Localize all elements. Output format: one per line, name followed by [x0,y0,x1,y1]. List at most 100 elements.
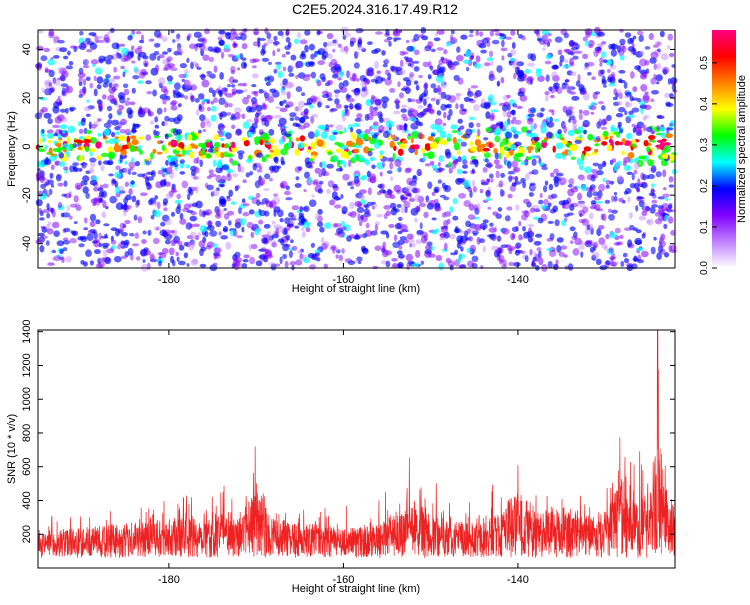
spectrogram-cell [534,208,541,213]
spectrogram-cell [237,150,245,155]
spectrogram-cell [650,246,656,255]
spectrogram-cell [42,209,50,214]
spectrogram-cell [197,232,202,237]
spectrogram-cell [642,173,647,181]
spectrogram-cell [570,240,574,245]
chart-title: C2E5.2024.316.17.49.R12 [292,1,458,17]
spectrogram-cell [47,118,53,125]
spectrogram-cell [559,60,563,67]
snr-frame [37,329,676,569]
spectrogram-cell [76,184,81,190]
spectrogram-cell [325,105,330,109]
spectrogram-cell [282,243,290,252]
spectrogram-cell [586,71,592,76]
spectrogram-cell [600,51,607,58]
spectrogram-cell [669,120,676,128]
spectrogram-cell [62,237,69,241]
spectrogram-cell [39,96,47,101]
spectrogram-cell [127,168,131,175]
spectrogram-cell [371,164,376,170]
spectrogram-cell [75,204,82,211]
spectrogram-cell [597,190,603,199]
spectrogram-cell [57,133,61,139]
spectrogram-cell [463,179,471,188]
spectrogram-cell [218,159,222,166]
spectrogram-cell [569,144,578,152]
spectrogram-cell [98,103,102,110]
spectrogram-cell [301,231,306,238]
spectrogram-cell [148,112,152,117]
spectrogram-cell [448,233,456,240]
spectrogram-cell [412,60,420,64]
spectrogram-cell [542,47,546,51]
spectrogram-cell [452,61,460,66]
spectrogram-cell [275,61,282,65]
spectrogram-cell [98,160,102,166]
spectrogram-cell [206,71,213,74]
spectrogram-cell [577,74,581,82]
spectrogram-cell [438,96,443,102]
spectrogram-cell [650,51,659,59]
spectrogram-cell [632,127,637,134]
spectrogram-cell [605,260,611,266]
spectrogram-cell [476,236,481,245]
spectrogram-cell [602,59,608,63]
spectrogram-cell [108,173,114,177]
spectrogram-cell [552,75,560,82]
spectrogram-cell [65,145,72,152]
spectrogram-cell [610,49,618,57]
spectrogram-cell [121,167,127,173]
spectrogram-cell [218,40,225,46]
spectrogram-cell [574,237,582,246]
spectrogram-cell [234,112,241,120]
spectrogram-cell [611,261,617,267]
spectrogram-cell [407,107,412,111]
spectrogram-cell [123,197,128,204]
spectrogram-cell [486,57,494,62]
spectrogram-cell [243,89,248,93]
spectrogram-cell [488,50,494,57]
spectrogram-cell [377,184,383,189]
spectrogram-cell [242,82,247,87]
spectrogram-cell [268,262,276,266]
spectrogram-cell [220,235,228,240]
spectrogram-cell [317,188,323,194]
spectrogram-cell [114,171,122,179]
spectrogram-cell [636,247,644,252]
spectrogram-cell [297,142,305,149]
spectrogram-cell [258,129,264,135]
spectrogram-cell [413,187,421,194]
spectrogram-cell [429,65,434,71]
spectrogram-cell [452,136,457,145]
spectrogram-cell [437,186,441,191]
spectrogram-cell [291,245,298,251]
spectrogram-cell [124,128,131,136]
spectrogram-x-label: Height of straight line (km) [292,283,420,295]
spectrogram-cell [35,199,43,207]
spectrogram-cell [219,111,228,118]
spectrogram-cell [383,213,388,220]
spectrogram-cell [517,34,524,39]
spectrogram-cell [232,43,239,48]
spectrogram-cell [62,212,71,218]
spectrogram-cell [333,204,342,209]
spectrogram-cell [399,143,407,149]
spectrogram-cell [253,116,259,124]
spectrogram-cell [446,218,451,224]
spectrogram-cell [332,223,338,228]
spectrogram-cell [276,48,281,53]
spectrogram-cell [515,242,522,249]
spectrogram-cell [355,128,362,135]
spectrogram-cell [656,42,661,46]
spectrogram-cell [200,46,209,52]
spectrogram-cell [655,171,662,178]
spectrogram-cell [330,108,338,112]
spectrogram-cell [281,90,287,96]
spectrogram-cell [225,93,234,98]
spectrogram-cell [471,262,478,269]
spectrogram-cell [45,156,49,165]
spectrogram-cell [166,75,173,82]
spectrogram-cell [312,179,319,185]
spectrogram-cell [639,50,645,56]
